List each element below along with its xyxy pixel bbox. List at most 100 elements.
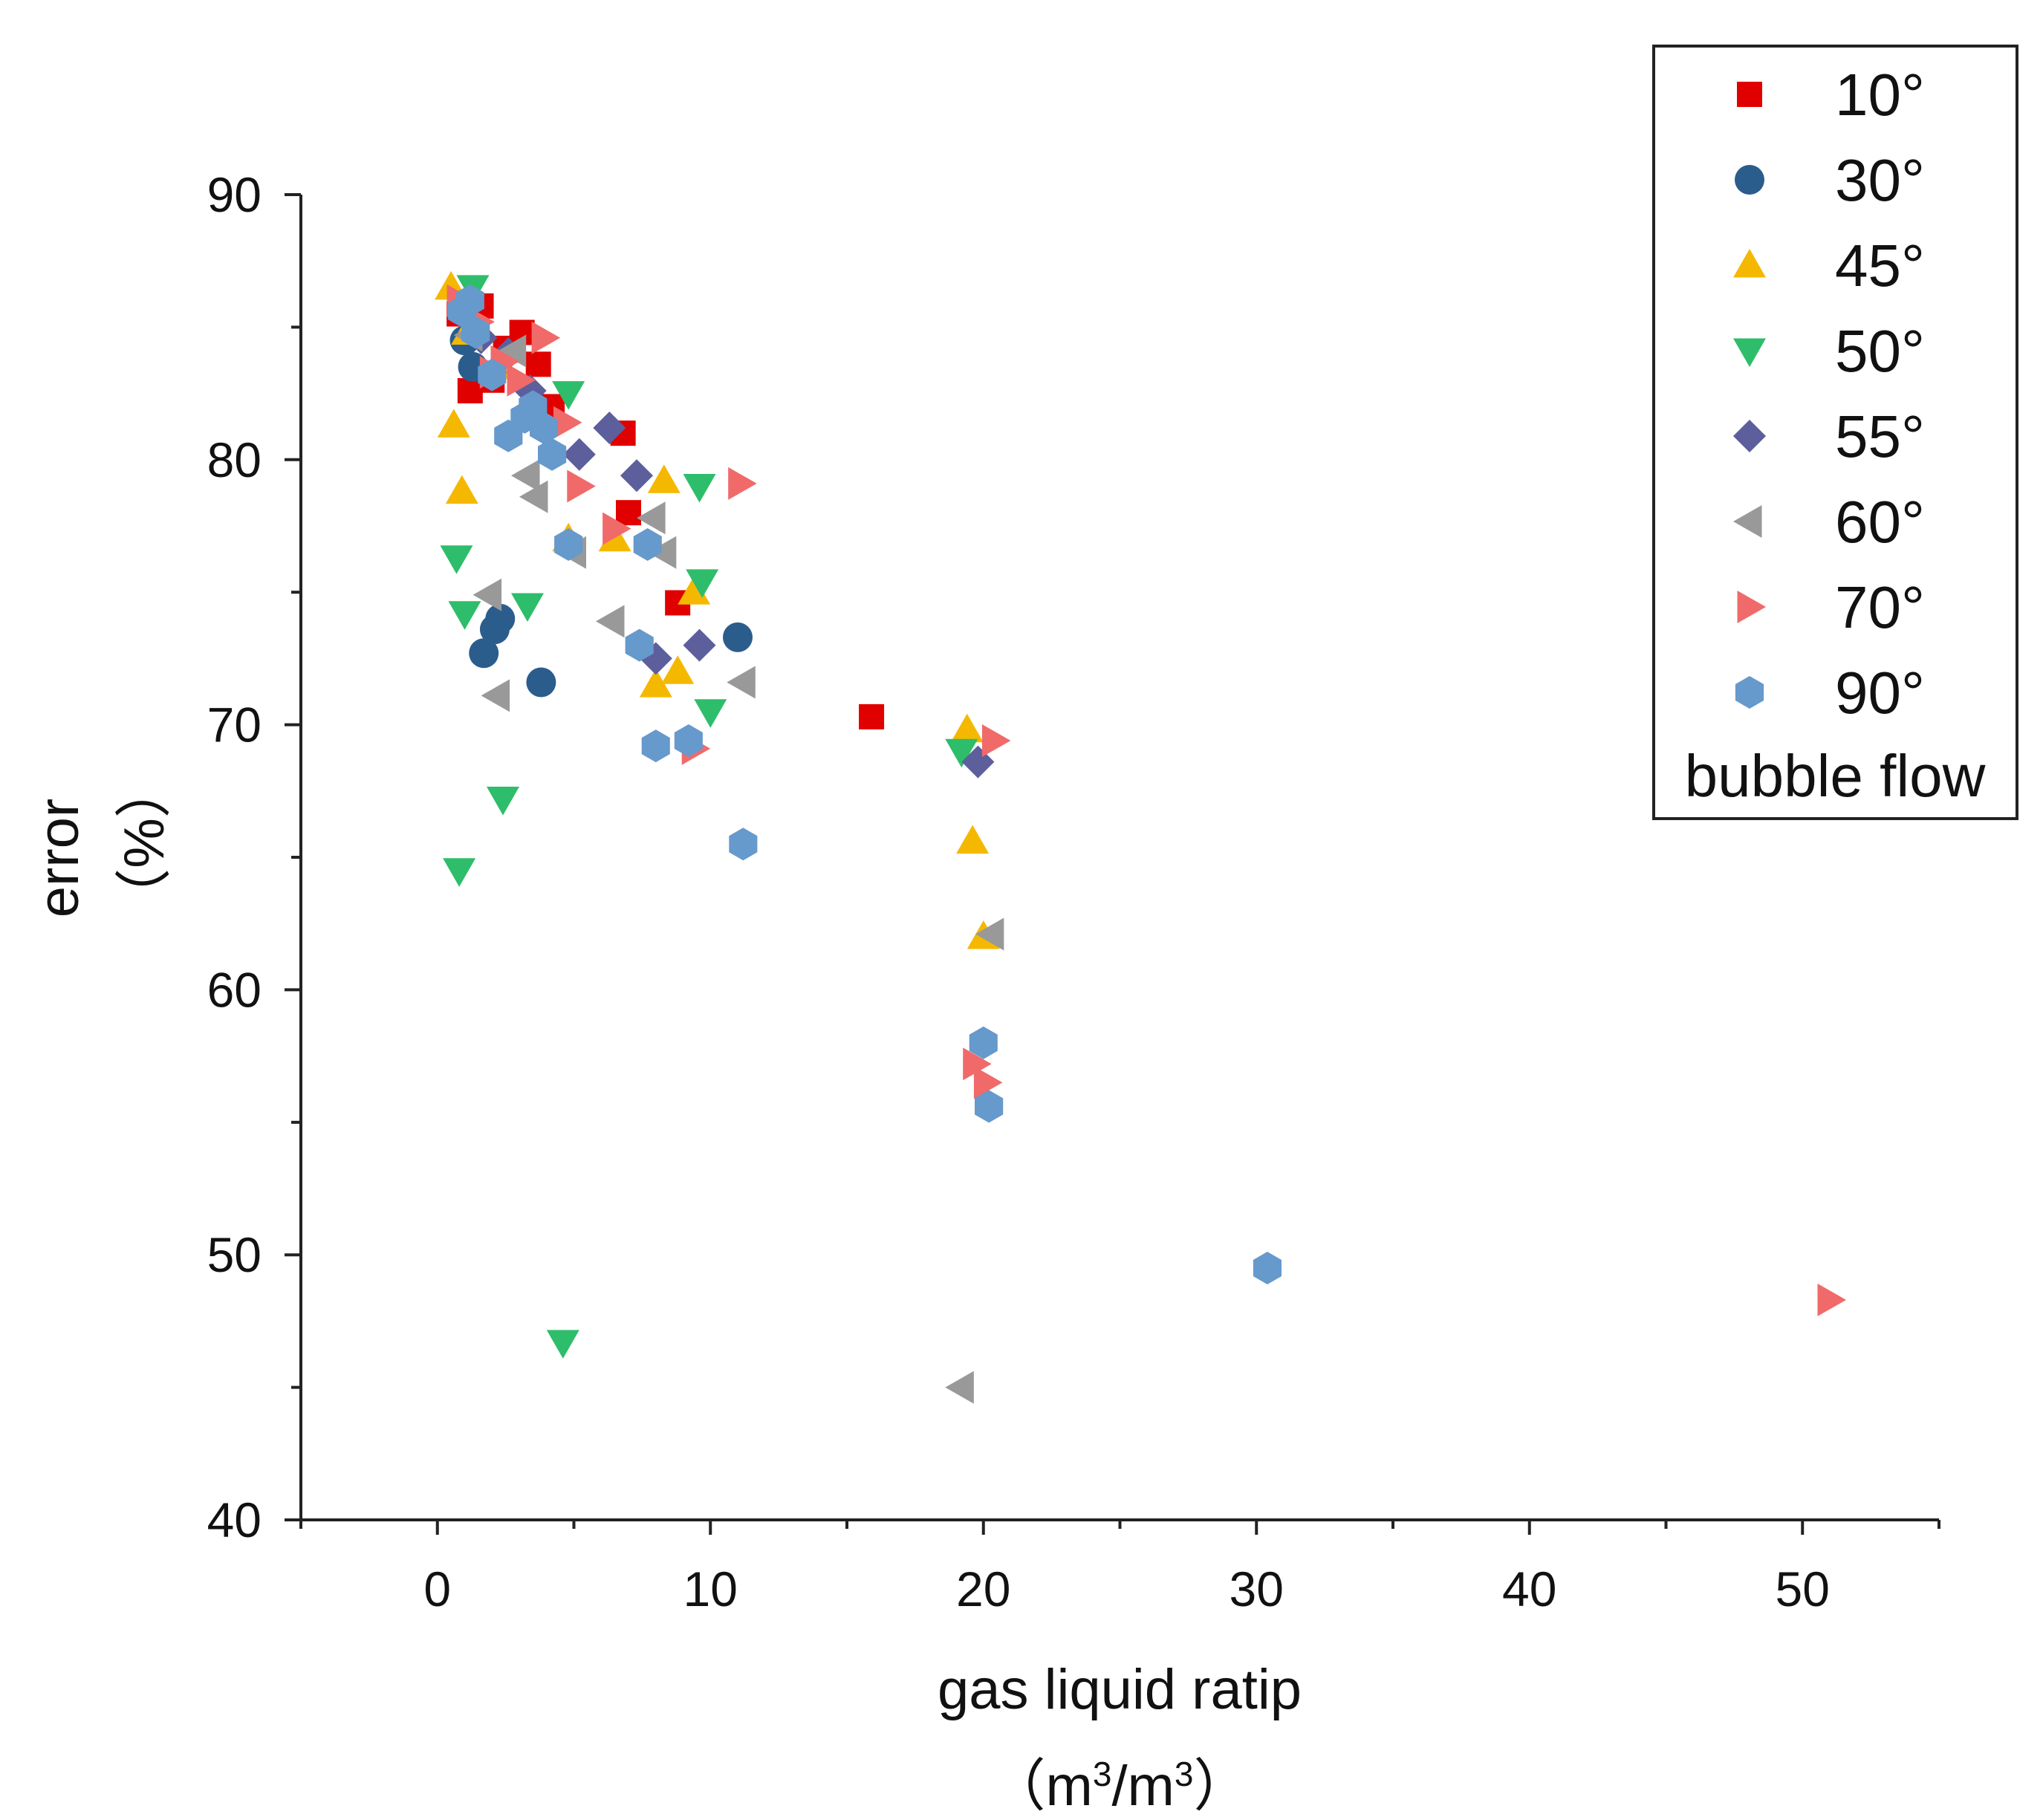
y-tick-label: 50 — [207, 1227, 262, 1282]
data-point — [683, 628, 716, 662]
data-point — [552, 381, 585, 410]
data-point — [485, 603, 516, 634]
data-point — [975, 917, 1004, 951]
data-point — [639, 669, 672, 698]
data-point — [647, 464, 681, 493]
legend-entry: 45° — [1733, 233, 1925, 299]
data-point — [531, 321, 561, 354]
x-axis-ticks: 0 10 20 30 40 50 — [299, 1520, 1940, 1616]
legend-label: 90° — [1835, 660, 1925, 726]
legend-marker — [1737, 82, 1762, 107]
data-point — [945, 738, 978, 768]
series-30-deg — [449, 325, 753, 698]
data-point — [526, 667, 556, 698]
legend-entry: 55° — [1733, 403, 1925, 469]
data-point — [511, 593, 544, 622]
legend-label: 30° — [1835, 147, 1925, 213]
data-point — [1817, 1283, 1846, 1316]
legend-marker — [1733, 249, 1766, 278]
x-axis-title-line2: （m3/m3） — [990, 1755, 1250, 1818]
data-point — [481, 679, 510, 712]
legend-label: 10° — [1835, 62, 1925, 128]
data-point — [661, 655, 695, 684]
data-point — [1253, 1252, 1282, 1284]
x-axis-title-line1: gas liquid ratip — [938, 1658, 1302, 1721]
y-axis-title-line1: error — [27, 799, 91, 917]
series-90-deg — [447, 284, 1282, 1284]
data-point — [443, 858, 476, 887]
y-tick-label: 70 — [207, 698, 262, 753]
legend-entry: 50° — [1733, 318, 1925, 384]
legend-marker — [1733, 505, 1762, 538]
x-tick-label: 0 — [423, 1561, 451, 1616]
data-point — [694, 699, 727, 728]
legend-label: 60° — [1835, 489, 1925, 555]
data-point — [507, 363, 536, 397]
legend-entry: 90° — [1735, 660, 1925, 726]
legend-label: 45° — [1835, 233, 1925, 299]
data-point — [602, 512, 631, 545]
data-point — [497, 334, 527, 368]
data-point — [525, 351, 551, 377]
data-point — [472, 578, 502, 611]
legend-label: 70° — [1835, 574, 1925, 640]
data-point — [625, 628, 654, 662]
data-point — [728, 467, 757, 500]
legend-box — [1652, 45, 2018, 820]
data-point — [945, 1371, 974, 1404]
data-point — [729, 828, 758, 861]
data-point — [647, 536, 677, 569]
x-axis-title: gas liquid ratip （m3/m3） — [938, 1658, 1302, 1818]
data-point — [593, 412, 626, 444]
data-point — [973, 1066, 1003, 1099]
y-axis-title: error （%） — [27, 761, 176, 925]
data-point — [981, 724, 1011, 757]
data-point — [445, 475, 478, 504]
data-point — [637, 501, 666, 535]
data-point — [554, 528, 583, 561]
data-point — [455, 284, 484, 317]
data-point — [478, 358, 507, 391]
data-point — [963, 1047, 992, 1081]
y-tick-label: 90 — [207, 167, 262, 222]
data-point — [530, 412, 559, 444]
data-point — [567, 469, 596, 503]
data-point — [616, 500, 641, 526]
data-point — [633, 528, 662, 561]
series-50-deg — [440, 275, 978, 1359]
legend-marker — [1735, 676, 1764, 709]
legend-marker — [1737, 591, 1766, 623]
data-point — [674, 724, 703, 757]
y-tick-label: 80 — [207, 432, 262, 487]
data-point — [956, 825, 990, 854]
data-point — [553, 406, 582, 439]
data-point — [950, 713, 984, 743]
legend-note: bubble flow — [1685, 743, 1986, 809]
data-point — [440, 545, 473, 574]
data-point — [975, 1090, 1004, 1123]
data-point — [469, 638, 499, 669]
legend-label: 50° — [1835, 318, 1925, 384]
data-point — [487, 787, 519, 816]
data-point — [437, 409, 470, 438]
data-point — [641, 729, 670, 763]
data-point — [859, 703, 885, 729]
x-tick-label: 40 — [1502, 1561, 1556, 1616]
data-point — [448, 601, 481, 630]
y-axis-title-line2: （%） — [113, 761, 176, 925]
data-point — [686, 569, 719, 598]
legend-entry: 30° — [1735, 147, 1925, 213]
x-tick-label: 50 — [1776, 1561, 1830, 1616]
legend-marker — [1733, 420, 1766, 452]
data-point — [727, 666, 756, 699]
data-point — [683, 474, 716, 503]
data-point — [519, 480, 548, 513]
legend-entry: 10° — [1737, 62, 1925, 128]
legend-entry: 70° — [1737, 574, 1925, 640]
data-point — [723, 622, 753, 652]
data-point — [461, 316, 490, 349]
data-point — [596, 605, 625, 638]
data-point — [562, 438, 596, 471]
data-point — [538, 438, 567, 471]
